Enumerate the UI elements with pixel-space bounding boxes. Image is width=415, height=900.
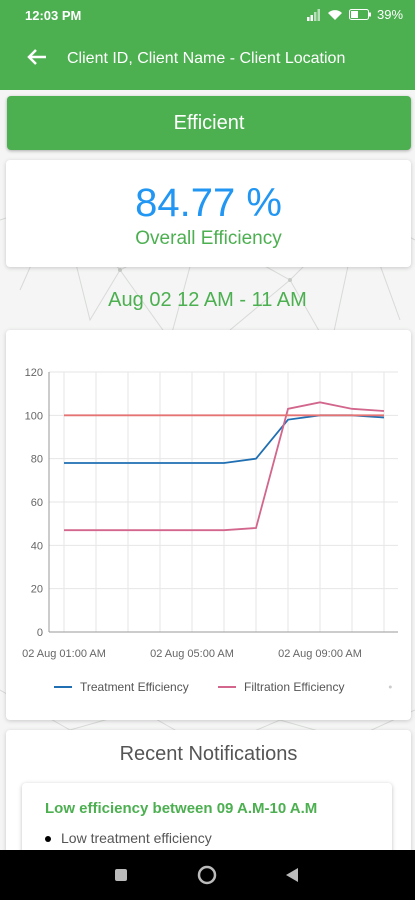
x-tick-label: 02 Aug 09:00 AM (278, 648, 362, 660)
legend-label: Filtration Efficiency (244, 680, 344, 694)
y-tick-label: 20 (31, 584, 43, 596)
page-title: Client ID, Client Name - Client Location (67, 50, 346, 67)
bullet-dot-icon (45, 836, 51, 843)
app-bar: Client ID, Client Name - Client Location (0, 30, 415, 90)
overall-efficiency-card: 84.77 % Overall Efficiency (6, 160, 411, 267)
y-tick-label: 60 (31, 497, 43, 509)
y-tick-label: 120 (25, 367, 43, 379)
efficiency-status-button[interactable]: Efficient (7, 96, 411, 150)
series-line (64, 401, 385, 532)
legend-label: Treatment Efficiency (80, 680, 189, 694)
efficiency-label: Overall Efficiency (135, 228, 282, 249)
status-time: 12:03 PM (25, 8, 82, 23)
notification-item[interactable]: Low efficiency between 09 A.M-10 A.M Low… (22, 783, 392, 863)
x-tick-label: 02 Aug 05:00 AM (150, 648, 234, 660)
notification-bullet: Low treatment efficiency (45, 830, 212, 846)
efficiency-line-chart: 0 20 40 60 80 100 120 02 Aug 01:00 AM 02 Aug 05:… (22, 367, 398, 694)
battery-icon (348, 9, 371, 20)
status-bar: 12:03 PM 39% (0, 0, 415, 30)
efficiency-value: 84.77 % (135, 181, 282, 225)
y-tick-label: 40 (31, 540, 43, 552)
y-tick-label: 0 (37, 627, 43, 639)
status-icons: 39% (306, 7, 403, 22)
wifi-icon (327, 9, 342, 20)
back-arrow-icon[interactable] (26, 46, 48, 75)
recents-square-icon[interactable] (114, 868, 128, 887)
y-tick-label: 100 (25, 410, 43, 422)
signal-icon (306, 8, 320, 21)
system-nav-bar (0, 850, 415, 900)
efficiency-chart-card: 0 20 40 60 80 100 120 02 Aug 01:00 AM 02 Aug 05:… (6, 330, 411, 720)
notifications-title: Recent Notifications (119, 743, 298, 765)
home-circle-icon[interactable] (197, 865, 217, 890)
date-range: Aug 02 12 AM - 11 AM (108, 289, 307, 311)
battery-percent: 39% (376, 7, 403, 22)
notification-bullet-text: Low treatment efficiency (61, 830, 212, 846)
notification-heading: Low efficiency between 09 A.M-10 A.M (45, 800, 318, 817)
legend-swatch (388, 685, 392, 689)
x-tick-label: 02 Aug 01:00 AM (22, 648, 106, 660)
y-tick-label: 80 (31, 454, 43, 466)
back-triangle-icon[interactable] (285, 867, 299, 888)
